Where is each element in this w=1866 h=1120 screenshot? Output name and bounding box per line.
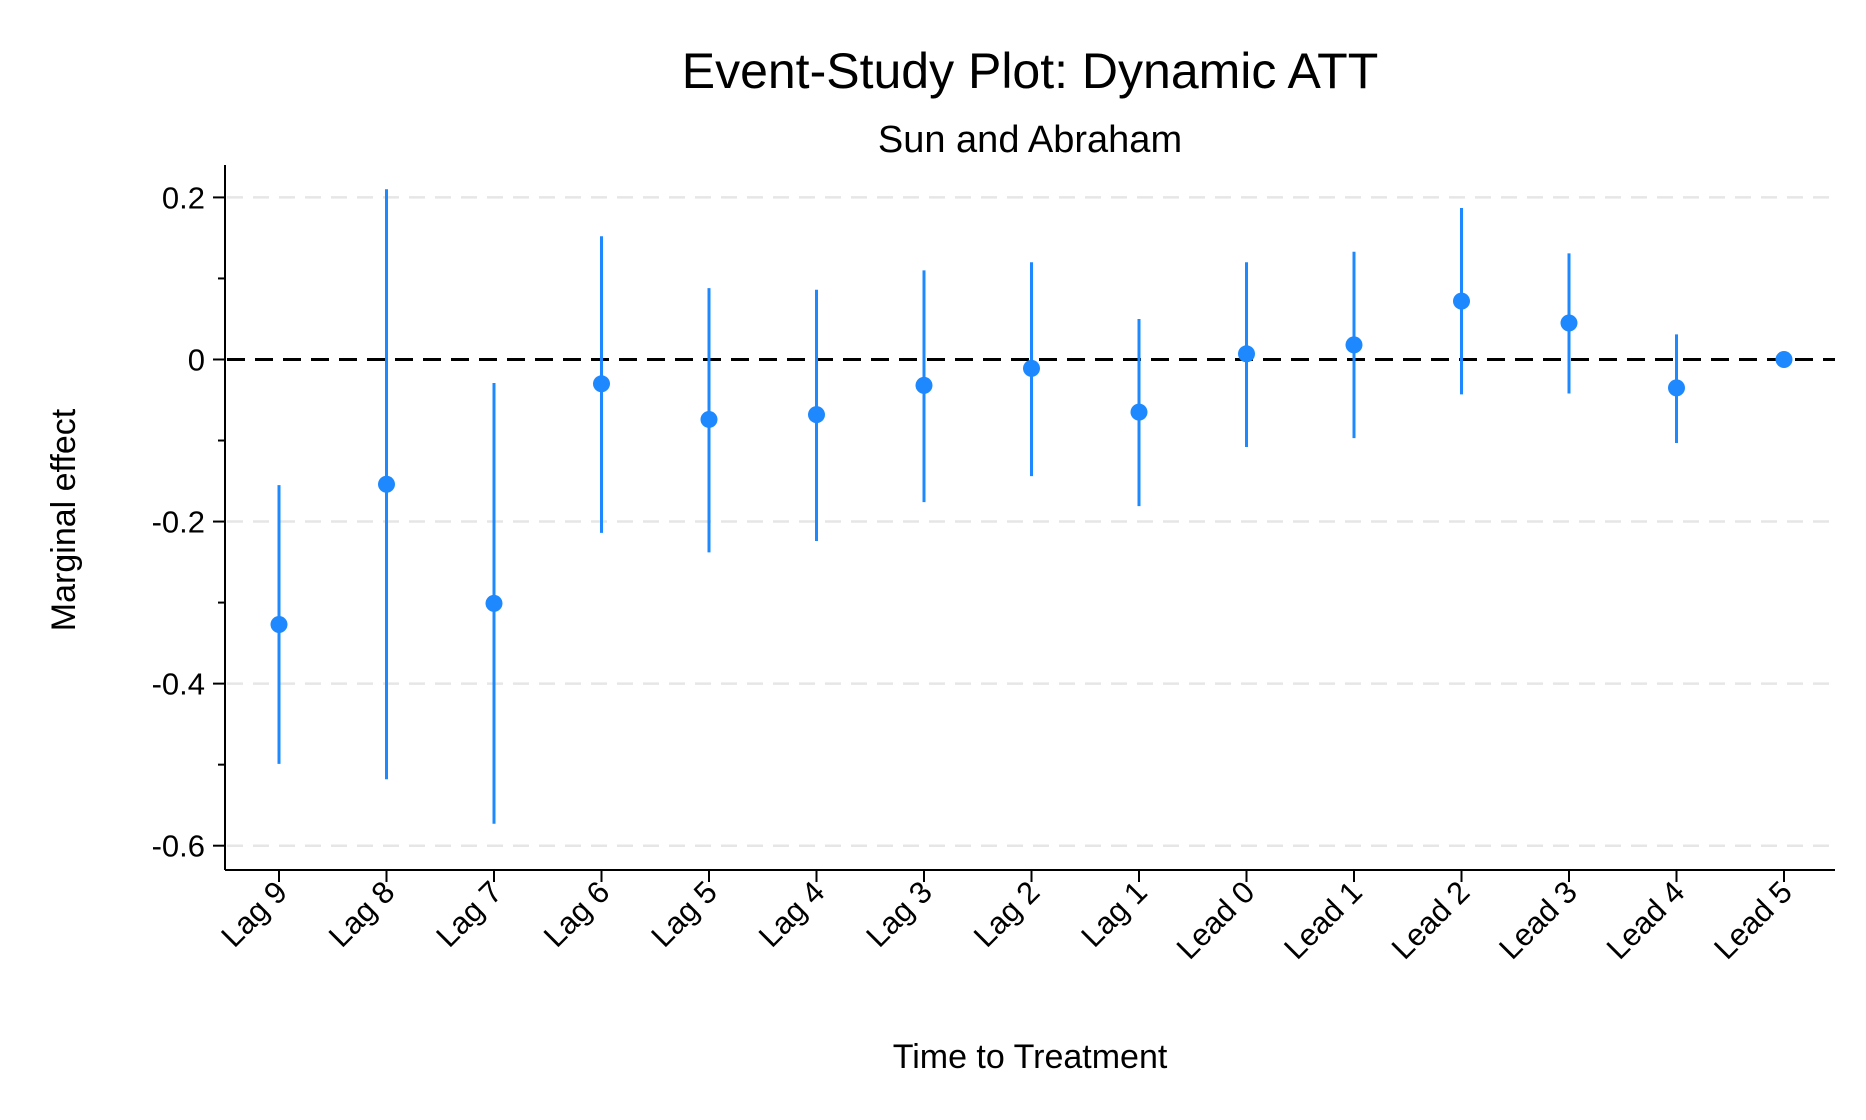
x-tick-label: Lag 7 <box>429 874 509 954</box>
point-estimate <box>1775 350 1793 368</box>
point-estimate <box>1560 314 1578 332</box>
chart-subtitle: Sun and Abraham <box>878 119 1182 161</box>
x-tick-label: Lag 9 <box>214 874 294 954</box>
y-axis-title: Marginal effect <box>45 408 83 631</box>
y-tick-label: -0.4 <box>152 667 205 702</box>
point-estimate <box>270 615 288 633</box>
x-tick-label: Lag 8 <box>322 874 402 954</box>
x-tick-label: Lag 2 <box>967 874 1047 954</box>
y-tick-label: -0.2 <box>152 505 205 540</box>
x-tick-label: Lag 5 <box>644 874 724 954</box>
x-tick-label: Lead 0 <box>1170 874 1262 966</box>
point-estimate <box>1668 379 1685 397</box>
x-axis-title: Time to Treatment <box>893 1038 1168 1076</box>
chart-title: Event-Study Plot: Dynamic ATT <box>682 43 1379 99</box>
point-estimate <box>1345 336 1363 354</box>
tick-labels: 0.2 0 -0.2 -0.4 -0.6 Lag 9 Lag 8 Lag 7 Lag 6 Lag … <box>152 180 1799 966</box>
x-tick-label: Lead 4 <box>1600 874 1692 966</box>
y-tick-label: -0.6 <box>152 829 205 864</box>
point-estimate <box>593 375 610 393</box>
x-tick-label: Lead 1 <box>1277 874 1369 966</box>
x-tick-label: Lag 4 <box>752 874 832 954</box>
x-tick-label: Lag 1 <box>1074 874 1154 954</box>
point-estimate <box>1453 292 1470 310</box>
data-marks <box>270 189 1793 824</box>
point-estimate <box>1238 345 1255 363</box>
point-estimate <box>808 406 825 424</box>
x-tick-label: Lag 3 <box>859 874 939 954</box>
y-tick-label: 0.2 <box>162 180 205 215</box>
x-tick-label: Lag 6 <box>537 874 617 954</box>
point-estimate <box>1130 403 1148 421</box>
point-estimate <box>915 376 933 394</box>
x-tick-label: Lead 5 <box>1707 874 1799 966</box>
x-tick-label: Lead 2 <box>1385 874 1477 966</box>
point-estimate <box>1023 359 1040 377</box>
point-estimate <box>378 475 395 493</box>
point-estimate <box>485 594 503 612</box>
point-estimate <box>700 410 718 428</box>
y-tick-label: 0 <box>188 342 205 377</box>
x-tick-label: Lead 3 <box>1492 874 1584 966</box>
axes <box>213 165 1835 882</box>
